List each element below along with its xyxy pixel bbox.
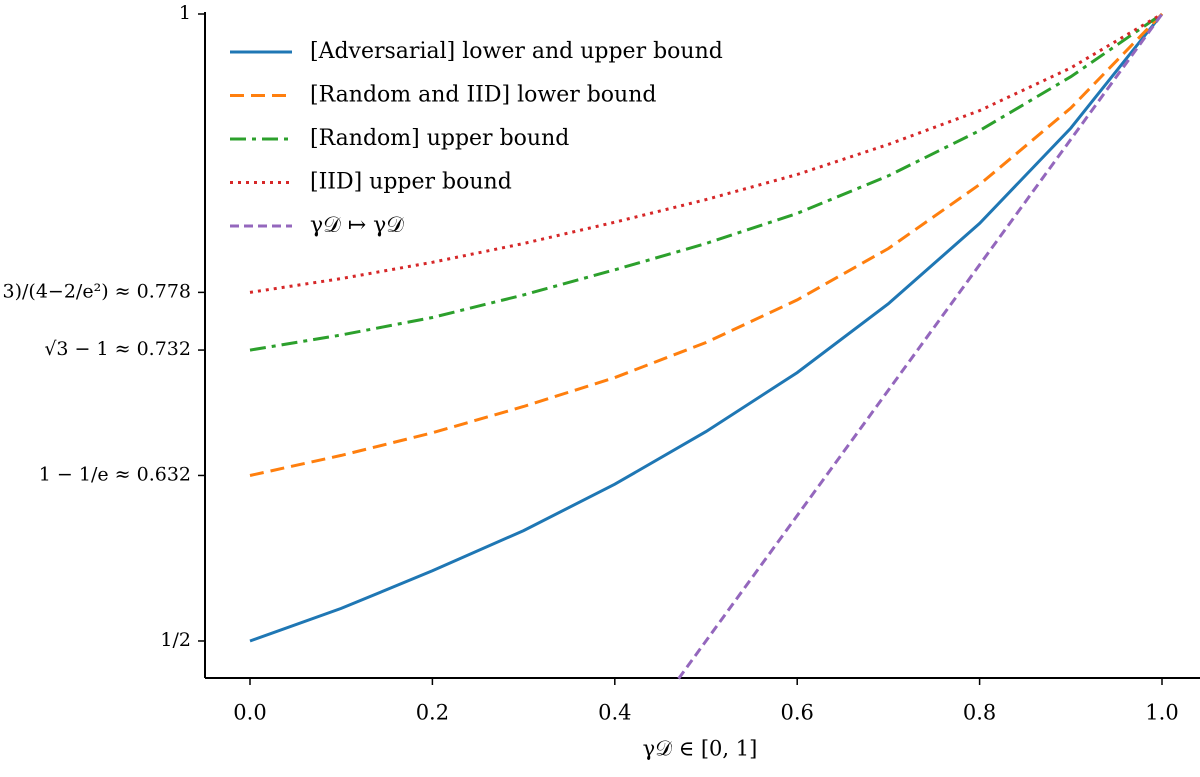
series-line (677, 13, 1164, 680)
series-line (249, 12, 1164, 477)
legend-label: [Adversarial] lower and upper bound (310, 39, 723, 64)
y-tick-label: 1 − 1/e ≈ 0.632 (39, 463, 191, 485)
x-tick-label: 0.0 (233, 701, 266, 725)
series-line (249, 13, 1164, 643)
x-axis-label: γ𝒟 ∈ [0, 1] (643, 737, 758, 761)
series-line (249, 12, 1163, 294)
legend-label: [Random and IID] lower bound (310, 83, 656, 108)
x-tick-label: 0.2 (416, 701, 449, 725)
legend-label: γ𝒟 ↦ γ𝒟 (310, 213, 404, 238)
y-tick-label: (4−log 3)/(4−2/e²) ≈ 0.778 (0, 280, 191, 302)
x-tick-label: 0.8 (963, 701, 996, 725)
series-line (249, 12, 1163, 352)
y-tick-label: 1/2 (160, 629, 191, 651)
x-tick-label: 0.4 (598, 701, 631, 725)
y-tick-label: 1 (179, 2, 191, 24)
legend-label: [IID] upper bound (310, 170, 512, 195)
y-tick-label: √3 − 1 ≈ 0.732 (44, 338, 191, 360)
legend-label: [Random] upper bound (310, 126, 569, 151)
x-tick-label: 0.6 (780, 701, 813, 725)
legend: [Adversarial] lower and upper bound [Rand… (230, 39, 723, 238)
x-tick-label: 1.0 (1145, 701, 1178, 725)
